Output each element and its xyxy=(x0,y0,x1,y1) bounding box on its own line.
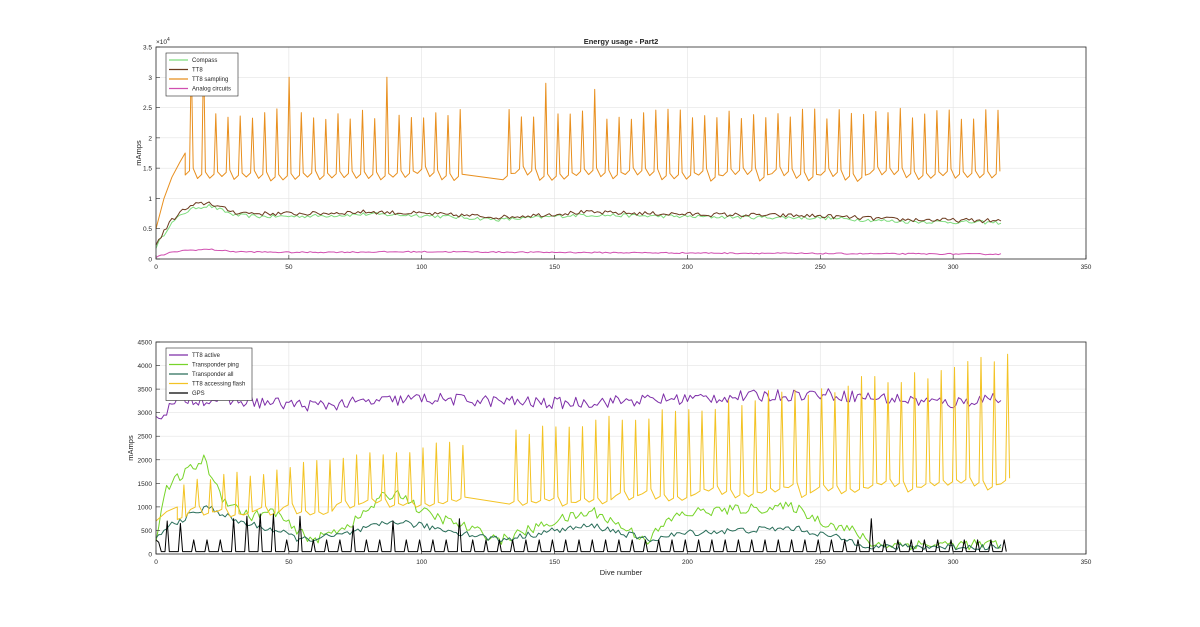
y-tick-label: 1500 xyxy=(138,481,153,488)
x-tick-label: 350 xyxy=(1081,264,1092,271)
plot-area-bottom xyxy=(156,342,1086,554)
x-tick-label: 50 xyxy=(285,559,293,566)
x-ticks-top: 0 50 100 150 200 250 300 350 xyxy=(154,255,1092,271)
series-line-gps xyxy=(155,513,1007,553)
x-tick-label: 300 xyxy=(948,264,959,271)
legend-bottom: TT8 active Transponder ping Transponder al… xyxy=(165,347,253,401)
y-exponent-label-top: ×104 xyxy=(156,37,170,46)
legend-label: TT8 accessing flash xyxy=(192,382,245,388)
axes-box-top xyxy=(155,46,1087,260)
y-tick-label: 1000 xyxy=(138,504,153,511)
y-exponent-base: ×10 xyxy=(156,39,167,46)
axes-top: 0 50 100 150 200 250 300 350 0 0.5 1 1.5 2 2.5 3 3.5 E… xyxy=(134,37,1092,271)
chart-title-top: Energy usage - Part2 xyxy=(584,37,659,46)
y-ticks-top: 0 0.5 1 1.5 2 2.5 3 3.5 xyxy=(143,45,160,264)
y-tick-label: 0 xyxy=(148,552,152,559)
series-line-tt8-active xyxy=(155,388,1002,420)
x-tick-label: 200 xyxy=(682,559,693,566)
x-tick-label: 300 xyxy=(948,559,959,566)
legend-label: TT8 active xyxy=(192,353,221,359)
y-tick-label: 2000 xyxy=(138,457,153,464)
x-axis-label-bottom: Dive number xyxy=(600,568,643,577)
legend-label: GPS xyxy=(192,391,205,397)
x-tick-label: 0 xyxy=(154,559,158,566)
y-tick-label: 3 xyxy=(148,75,152,82)
y-tick-label: 2.5 xyxy=(143,105,152,112)
x-tick-label: 0 xyxy=(154,264,158,271)
legend-label: TT8 xyxy=(192,68,203,74)
series-line-tt8-accessing-flash xyxy=(155,353,1011,522)
y-tick-label: 1 xyxy=(148,196,152,203)
legend-label: Analog circuits xyxy=(192,87,231,93)
y-exponent-power: 4 xyxy=(167,37,170,43)
x-tick-label: 150 xyxy=(549,264,560,271)
y-tick-label: 4500 xyxy=(138,340,153,347)
series-line-transponder-all xyxy=(155,505,1002,551)
axes-bottom: 0 50 100 150 200 250 300 350 0 500 1000 1500 2000 25… xyxy=(126,340,1092,578)
x-tick-label: 100 xyxy=(416,559,427,566)
x-tick-label: 100 xyxy=(416,264,427,271)
y-tick-label: 0 xyxy=(148,257,152,264)
series-bottom xyxy=(155,353,1011,553)
legend-label: TT8 sampling xyxy=(192,77,228,83)
x-ticks-bottom: 0 50 100 150 200 250 300 350 xyxy=(154,550,1092,566)
series-line-tt8 xyxy=(155,201,1002,246)
y-tick-label: 4000 xyxy=(138,363,153,370)
y-tick-label: 2500 xyxy=(138,434,153,441)
x-tick-label: 250 xyxy=(815,559,826,566)
y-tick-label: 500 xyxy=(141,528,152,535)
series-top xyxy=(155,52,1002,258)
legend-label: Transponder ping xyxy=(192,363,239,369)
x-tick-label: 50 xyxy=(285,264,293,271)
axes-box-bottom xyxy=(155,341,1087,555)
legend-top: Compass TT8 TT8 sampling Analog circuits xyxy=(165,52,239,97)
y-tick-label: 3000 xyxy=(138,410,153,417)
legend-label: Transponder all xyxy=(192,372,233,378)
y-tick-label: 0.5 xyxy=(143,226,152,233)
series-line-transponder-ping xyxy=(155,454,1002,551)
series-line-tt8-sampling xyxy=(155,52,1001,229)
y-tick-label: 3500 xyxy=(138,387,153,394)
y-tick-label: 1.5 xyxy=(143,166,152,173)
y-axis-label-bottom: mAmps xyxy=(126,435,135,461)
plot-area-top xyxy=(156,47,1086,259)
y-ticks-bottom: 0 500 1000 1500 2000 2500 3000 3500 4000 4500 xyxy=(138,340,160,559)
x-tick-label: 200 xyxy=(682,264,693,271)
y-axis-label-top: mAmps xyxy=(134,140,143,166)
x-tick-label: 250 xyxy=(815,264,826,271)
y-tick-label: 2 xyxy=(148,135,152,142)
legend-label: Compass xyxy=(192,58,217,64)
x-tick-label: 350 xyxy=(1081,559,1092,566)
series-line-analog-circuits xyxy=(155,248,1002,258)
y-tick-label: 3.5 xyxy=(143,45,152,52)
x-tick-label: 150 xyxy=(549,559,560,566)
